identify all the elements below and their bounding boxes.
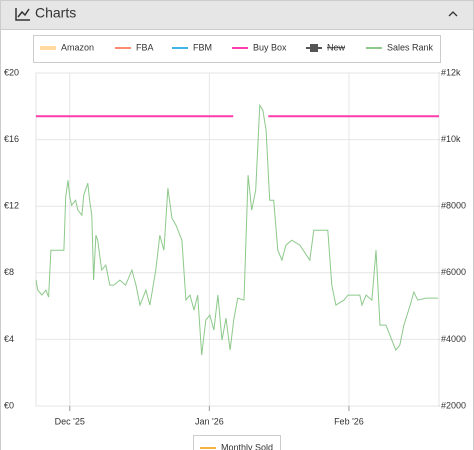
y-tick-label: €12 — [4, 201, 19, 211]
y-tick-label: €20 — [4, 67, 19, 77]
y-tick-label: €8 — [4, 267, 14, 277]
y2-tick-label: #12k — [441, 67, 461, 77]
series-line — [35, 103, 439, 356]
chart-icon — [15, 8, 30, 21]
legend-label[interactable]: Amazon — [61, 42, 94, 52]
x-tick-label: Dec '25 — [55, 416, 85, 426]
panel-header[interactable] — [0, 0, 474, 30]
legend-marker[interactable] — [310, 44, 318, 52]
y-tick-label: €0 — [4, 400, 14, 410]
y2-tick-label: #4000 — [441, 334, 466, 344]
legend-label[interactable]: FBM — [193, 42, 212, 52]
x-tick-label: Jan '26 — [195, 416, 224, 426]
y-tick-label: €4 — [4, 334, 14, 344]
y2-tick-label: #2000 — [441, 400, 466, 410]
legend-label[interactable]: Monthly Sold — [221, 442, 273, 450]
y2-tick-label: #6000 — [441, 267, 466, 277]
y2-tick-label: #10k — [441, 134, 461, 144]
y-tick-label: €16 — [4, 134, 19, 144]
legend-label[interactable]: Sales Rank — [387, 42, 434, 52]
x-tick-label: Feb '26 — [334, 416, 364, 426]
legend-label[interactable]: FBA — [136, 42, 154, 52]
panel-title: Charts — [35, 5, 76, 21]
y2-tick-label: #8000 — [441, 201, 466, 211]
secondary-legend-box — [193, 435, 281, 450]
legend-label[interactable]: New — [327, 42, 346, 52]
plot-area — [35, 72, 440, 407]
collapse-toggle[interactable] — [448, 11, 458, 17]
legend-label[interactable]: Buy Box — [253, 42, 287, 52]
